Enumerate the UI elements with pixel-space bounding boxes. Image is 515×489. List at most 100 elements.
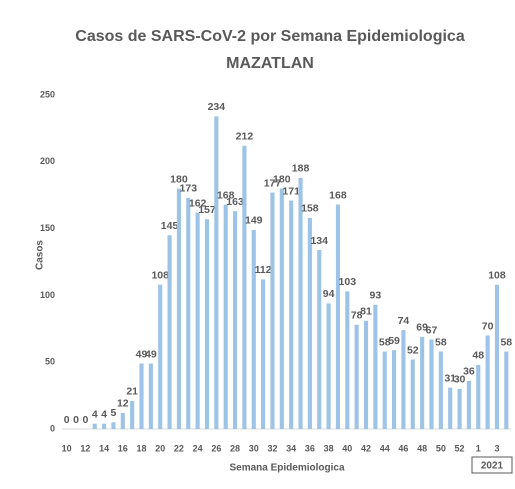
bar xyxy=(354,324,359,429)
data-label: 177 xyxy=(264,177,282,189)
bar xyxy=(223,204,228,429)
x-tick-label: 10 xyxy=(62,443,72,453)
data-label: 78 xyxy=(351,310,363,322)
data-label: 158 xyxy=(301,203,319,215)
bar xyxy=(345,291,350,429)
x-tick-label: 36 xyxy=(305,443,315,453)
data-label: 93 xyxy=(370,290,382,302)
bar xyxy=(307,217,312,429)
x-tick-label: 20 xyxy=(155,443,165,453)
x-tick-label: 22 xyxy=(174,443,184,453)
data-label: 48 xyxy=(472,350,484,362)
bar xyxy=(420,336,425,429)
y-tick-label: 150 xyxy=(40,223,55,233)
bar xyxy=(373,304,378,429)
bar xyxy=(317,249,322,429)
year-label: 2021 xyxy=(481,461,504,472)
data-label: 70 xyxy=(482,320,494,332)
data-label: 103 xyxy=(339,276,357,288)
bar xyxy=(195,212,200,429)
bar xyxy=(494,284,500,429)
bar xyxy=(158,284,163,429)
data-label: 94 xyxy=(323,288,335,300)
x-tick-label: 52 xyxy=(455,443,465,453)
data-label: 212 xyxy=(236,131,254,143)
x-tick-label: 34 xyxy=(286,443,296,453)
x-tick-label: 28 xyxy=(230,443,240,453)
data-label: 67 xyxy=(426,324,438,336)
data-label: 5 xyxy=(111,407,117,419)
data-label: 145 xyxy=(161,220,179,232)
data-label: 134 xyxy=(310,235,328,247)
bar xyxy=(120,412,125,429)
bar xyxy=(438,351,443,429)
data-label: 112 xyxy=(255,264,272,276)
bar xyxy=(448,387,453,429)
x-tick-label: 46 xyxy=(398,443,408,453)
bar xyxy=(457,388,462,429)
bar xyxy=(251,229,256,429)
bar xyxy=(214,116,219,429)
x-tick-label: 50 xyxy=(436,443,446,453)
data-label: 162 xyxy=(189,197,207,209)
x-tick-label: 48 xyxy=(417,443,427,453)
data-label: 0 xyxy=(64,414,70,426)
bar xyxy=(111,422,116,429)
x-tick-label: 1 xyxy=(476,443,481,453)
data-label: 58 xyxy=(435,336,447,348)
x-tick-label: 38 xyxy=(324,443,334,453)
data-label: 0 xyxy=(73,414,79,426)
bar xyxy=(363,320,369,429)
y-tick-label: 250 xyxy=(40,89,55,99)
y-tick-label: 0 xyxy=(50,423,55,433)
chart-subtitle: MAZATLAN xyxy=(226,55,314,72)
bar xyxy=(261,279,266,429)
x-tick-label: 12 xyxy=(80,443,90,453)
bar xyxy=(466,380,471,429)
x-tick-label: 24 xyxy=(193,443,203,453)
bar xyxy=(242,145,247,429)
bar xyxy=(382,351,387,429)
bar xyxy=(139,363,144,429)
data-label: 4 xyxy=(101,408,107,420)
data-label: 188 xyxy=(292,163,310,175)
x-tick-label: 44 xyxy=(380,443,390,453)
x-axis-label: Semana Epidemiologica xyxy=(229,463,344,474)
data-label: 58 xyxy=(500,336,512,348)
bar xyxy=(232,211,238,429)
data-label: 36 xyxy=(463,366,475,378)
data-label: 171 xyxy=(282,185,300,197)
bar xyxy=(401,330,406,429)
x-tick-label: 14 xyxy=(99,443,109,453)
bar xyxy=(392,350,397,429)
data-label: 74 xyxy=(398,315,410,327)
x-tick-label: 26 xyxy=(211,443,221,453)
bar xyxy=(279,188,284,429)
bar xyxy=(167,235,172,429)
data-label: 173 xyxy=(180,183,198,195)
data-label: 163 xyxy=(226,196,244,208)
x-tick-label: 42 xyxy=(361,443,371,453)
bar xyxy=(289,200,294,429)
bar xyxy=(335,204,341,429)
data-label: 69 xyxy=(416,322,428,334)
data-label: 59 xyxy=(388,335,400,347)
bar xyxy=(298,177,303,429)
bar xyxy=(410,359,415,429)
data-label: 30 xyxy=(454,374,466,386)
bar xyxy=(504,351,509,429)
data-label: 168 xyxy=(217,189,235,201)
y-tick-label: 50 xyxy=(45,357,55,367)
data-label: 49 xyxy=(136,348,148,360)
data-label: 21 xyxy=(126,386,138,398)
data-label: 58 xyxy=(379,336,391,348)
x-tick-label: 32 xyxy=(267,443,277,453)
x-tick-label: 16 xyxy=(118,443,128,453)
data-label: 52 xyxy=(407,344,419,356)
data-label: 0 xyxy=(82,414,88,426)
data-label: 12 xyxy=(117,398,129,410)
y-axis-label: Casos xyxy=(35,240,46,270)
data-label: 81 xyxy=(360,306,372,318)
data-label: 168 xyxy=(329,189,347,201)
